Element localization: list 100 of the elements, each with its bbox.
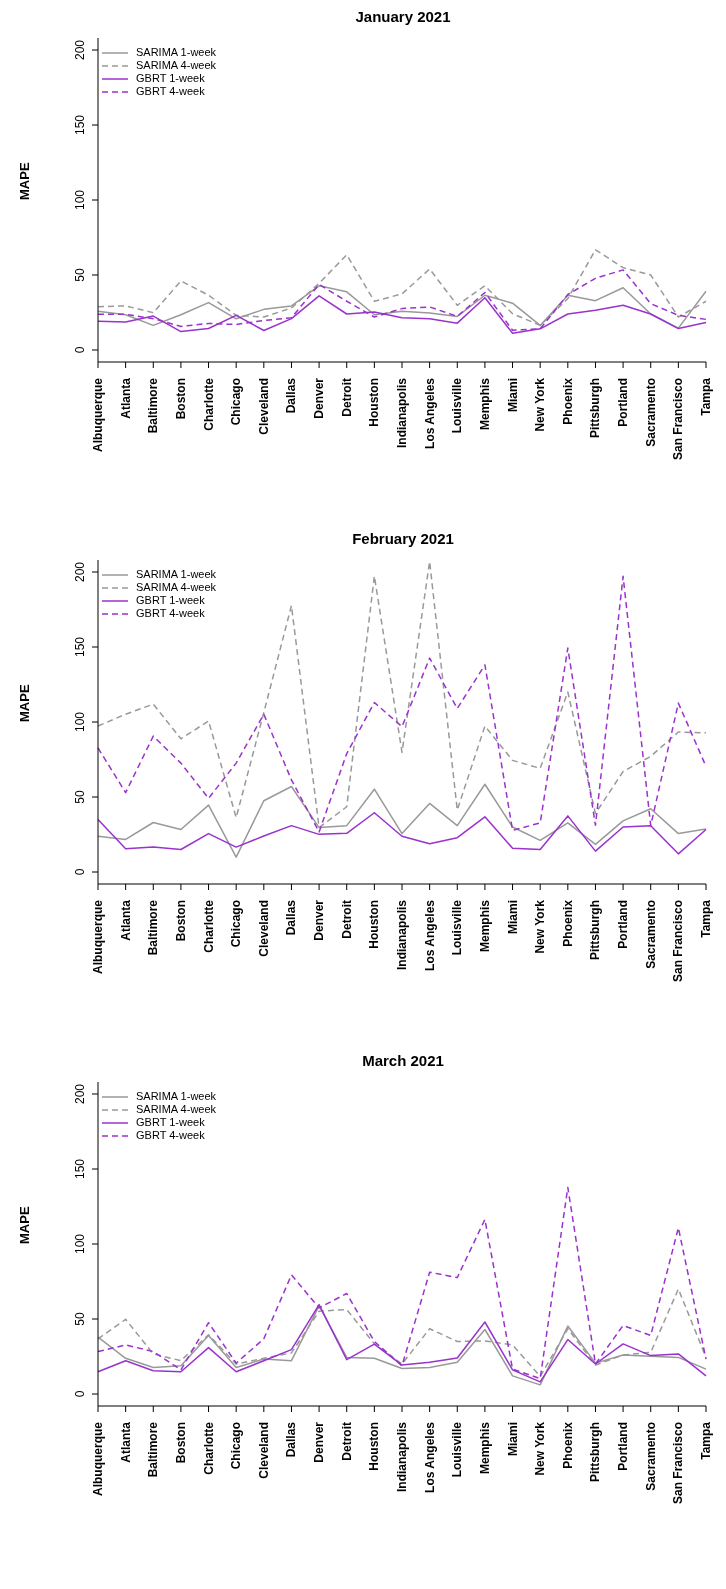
chart-title: February 2021: [351, 530, 455, 549]
x-tick-label: Atlanta: [118, 377, 133, 419]
y-axis-title: MAPE: [16, 684, 32, 722]
x-tick-label: Phoenix: [560, 899, 575, 947]
chart-title: March 2021: [361, 1052, 445, 1071]
x-tick-label: Baltimore: [146, 1421, 161, 1478]
chart-title: January 2021: [354, 8, 452, 27]
x-tick-label: New York: [533, 1421, 548, 1476]
legend-label: GBRT 1-week: [136, 72, 205, 85]
y-axis-title: MAPE: [16, 162, 32, 200]
legend-label: SARIMA 1-week: [136, 46, 217, 59]
x-tick-label: Pittsburgh: [588, 378, 603, 438]
y-axis-title: MAPE: [16, 1206, 32, 1244]
x-tick-label: Sacramento: [643, 1422, 658, 1491]
y-tick-label: 100: [73, 189, 87, 211]
x-tick-label: Baltimore: [146, 377, 161, 434]
legend-label: GBRT 4-week: [136, 607, 205, 620]
x-tick-label: Los Angeles: [422, 377, 437, 449]
legend-label: SARIMA 1-week: [136, 1090, 217, 1103]
legend-label: SARIMA 1-week: [136, 568, 217, 581]
x-tick-label: Chicago: [229, 378, 244, 426]
x-tick-label: Sacramento: [643, 900, 658, 969]
x-tick-label: Indianapolis: [395, 1421, 409, 1493]
x-tick-label: Tampa: [699, 1421, 713, 1460]
x-tick-label: Boston: [173, 378, 188, 420]
x-tick-label: Boston: [173, 1422, 188, 1464]
y-tick-label: 150: [73, 1158, 87, 1180]
x-tick-label: Memphis: [477, 377, 492, 431]
x-tick-label: Denver: [312, 899, 327, 941]
x-tick-label: Cleveland: [256, 1422, 271, 1479]
x-tick-label: Albuquerque: [91, 377, 105, 452]
x-tick-label: Denver: [312, 1421, 327, 1463]
legend-label: SARIMA 4-week: [136, 1103, 217, 1116]
legend-label: GBRT 1-week: [136, 1116, 205, 1129]
x-tick-label: Tampa: [699, 377, 713, 416]
x-tick-label: Denver: [312, 377, 327, 419]
legend-label: SARIMA 4-week: [136, 59, 217, 72]
x-tick-label: Los Angeles: [422, 1421, 437, 1493]
x-tick-label: Detroit: [339, 900, 354, 939]
x-tick-label: Indianapolis: [395, 377, 409, 449]
x-tick-label: Detroit: [339, 1422, 354, 1461]
y-tick-label: 150: [73, 636, 87, 658]
y-tick-label: 0: [73, 868, 87, 876]
x-tick-label: Chicago: [229, 1422, 244, 1470]
y-tick-label: 50: [73, 790, 87, 804]
x-tick-label: Pittsburgh: [588, 900, 603, 960]
x-tick-label: San Francisco: [671, 378, 686, 461]
line-series: [97, 249, 707, 327]
y-tick-label: 100: [73, 1233, 87, 1255]
x-tick-label: Los Angeles: [422, 899, 437, 971]
legend-label: GBRT 4-week: [136, 85, 205, 98]
y-tick-label: 50: [73, 268, 87, 282]
x-tick-label: San Francisco: [671, 1422, 686, 1505]
x-tick-label: Cleveland: [256, 900, 271, 957]
x-tick-label: San Francisco: [671, 900, 686, 983]
x-tick-label: Phoenix: [560, 377, 575, 425]
x-tick-label: Houston: [367, 900, 382, 949]
x-tick-label: Boston: [173, 900, 188, 942]
x-tick-label: Houston: [367, 378, 382, 427]
x-tick-label: Pittsburgh: [588, 1422, 603, 1482]
x-tick-label: Cleveland: [256, 378, 271, 435]
x-tick-label: Louisville: [450, 1421, 465, 1478]
x-tick-label: Charlotte: [201, 1421, 216, 1475]
x-tick-label: Houston: [367, 1422, 382, 1471]
x-tick-label: Tampa: [699, 899, 713, 938]
y-tick-label: 0: [73, 346, 87, 354]
x-tick-label: Detroit: [339, 378, 354, 417]
x-tick-label: Atlanta: [118, 899, 133, 941]
y-tick-label: 0: [73, 1390, 87, 1398]
x-tick-label: Dallas: [284, 1421, 299, 1458]
x-tick-label: Chicago: [229, 900, 244, 948]
x-tick-label: Miami: [505, 1422, 520, 1457]
x-tick-label: Albuquerque: [91, 1421, 105, 1496]
x-tick-label: New York: [533, 899, 548, 954]
x-tick-label: Charlotte: [201, 377, 216, 431]
y-tick-label: 150: [73, 114, 87, 136]
x-tick-label: Louisville: [450, 899, 465, 956]
y-tick-label: 200: [73, 39, 87, 61]
x-tick-label: Phoenix: [560, 1421, 575, 1469]
x-tick-label: Miami: [505, 378, 520, 413]
x-tick-label: Portland: [616, 900, 631, 949]
x-tick-label: Portland: [616, 378, 631, 427]
x-tick-label: Portland: [616, 1422, 631, 1471]
x-tick-label: Albuquerque: [91, 899, 105, 974]
x-tick-label: Miami: [505, 900, 520, 935]
x-tick-label: Baltimore: [146, 899, 161, 956]
y-tick-label: 50: [73, 1312, 87, 1326]
x-tick-label: Dallas: [284, 377, 299, 414]
legend-label: GBRT 4-week: [136, 1129, 205, 1142]
legend-label: SARIMA 4-week: [136, 581, 217, 594]
line-series: [97, 1186, 707, 1380]
x-tick-label: Memphis: [477, 899, 492, 953]
x-tick-label: New York: [533, 377, 548, 432]
y-tick-label: 200: [73, 561, 87, 583]
y-tick-label: 200: [73, 1083, 87, 1105]
y-tick-label: 100: [73, 711, 87, 733]
x-tick-label: Louisville: [450, 377, 465, 434]
x-tick-label: Memphis: [477, 1421, 492, 1475]
x-tick-label: Indianapolis: [395, 899, 409, 971]
x-tick-label: Charlotte: [201, 899, 216, 953]
